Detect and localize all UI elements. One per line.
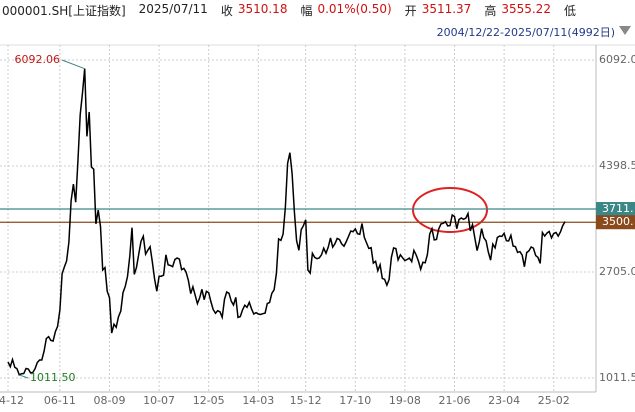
quote-label: 收 [220, 4, 233, 18]
x-tick-label: 21-06 [439, 394, 471, 407]
dropdown-arrow[interactable] [619, 26, 631, 35]
highlight-circle [412, 187, 488, 233]
x-tick-label: 17-10 [339, 394, 371, 407]
x-tick-label: 04-12 [0, 394, 24, 407]
y-tick-label: 6092.0 [599, 53, 635, 66]
x-tick-label: 15-12 [290, 394, 322, 407]
title: 000001.SH[上证指数] [2, 4, 126, 18]
reference-label: 3500. [602, 215, 634, 228]
quote-value: 3555.22 [501, 2, 551, 16]
reference-tag [596, 202, 635, 217]
quote-label: 高 [484, 4, 497, 18]
y-tick-label: 4398.5 [599, 159, 635, 172]
x-tick-label: 23-04 [488, 394, 520, 407]
date: 2025/07/11 [138, 2, 208, 16]
x-tick-label: 25-02 [538, 394, 570, 407]
quote-value: 3511.37 [421, 2, 472, 16]
quote-label: 开 [404, 4, 417, 18]
max-pointer [61, 59, 85, 70]
y-tick-label: 1011.5 [599, 371, 635, 384]
x-tick-label: 06-11 [44, 394, 76, 407]
x-tick-label: 14-03 [242, 394, 274, 407]
min-pointer [19, 374, 29, 379]
date-range: 2004/12/22-2025/07/11(4992日) [436, 26, 615, 39]
quote-label: 低 [563, 4, 576, 18]
x-tick-label: 19-08 [389, 394, 421, 407]
y-tick-label: 2705.0 [599, 265, 635, 278]
header: 000001.SH[上证指数] 2025/07/11 收 3510.18 幅 0.01… [2, 2, 576, 19]
max-label: 6092.06 [15, 53, 61, 66]
x-tick-label: 10-07 [143, 394, 175, 407]
reference-tag [596, 215, 635, 230]
price-line [7, 68, 566, 376]
min-label: 1011.50 [30, 371, 76, 384]
reference-label: 3711. [602, 202, 634, 215]
x-tick-label: 12-05 [193, 394, 225, 407]
x-tick-label: 08-09 [93, 394, 125, 407]
quote-label: 幅 [300, 4, 313, 18]
quote-value: 3510.18 [237, 2, 288, 16]
quote-value: 0.01%(0.50) [317, 2, 392, 16]
